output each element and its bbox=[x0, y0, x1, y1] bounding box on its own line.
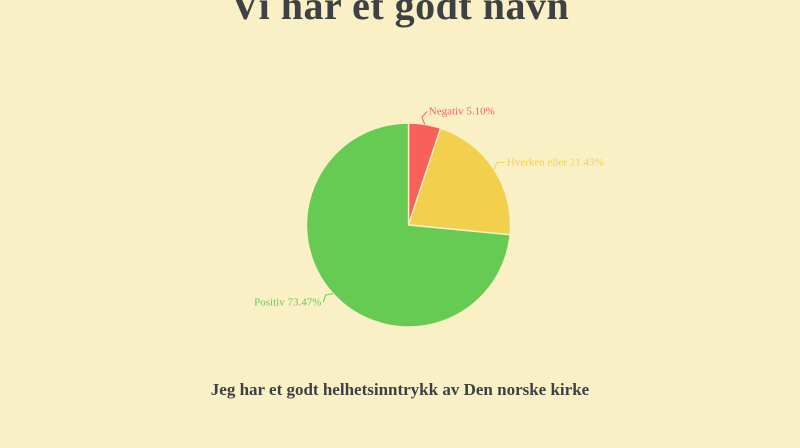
pie-leader-line-hverken-eller bbox=[493, 161, 505, 170]
pie-slice-label-positiv: Positiv 73.47% bbox=[254, 296, 321, 308]
pie-slice-label-hverken-eller: Hverken eller 21.43% bbox=[507, 156, 604, 168]
chart-caption: Jeg har et godt helhetsinntrykk av Den n… bbox=[210, 380, 590, 399]
pie-slice-label-negativ: Negativ 5.10% bbox=[429, 106, 495, 118]
pie-leader-line-negativ bbox=[421, 111, 428, 125]
pie-leader-line-positiv bbox=[322, 293, 334, 303]
pie-slice-hverken-eller[interactable] bbox=[407, 127, 512, 236]
chart-title: Vi har et godt navn bbox=[230, 0, 570, 28]
